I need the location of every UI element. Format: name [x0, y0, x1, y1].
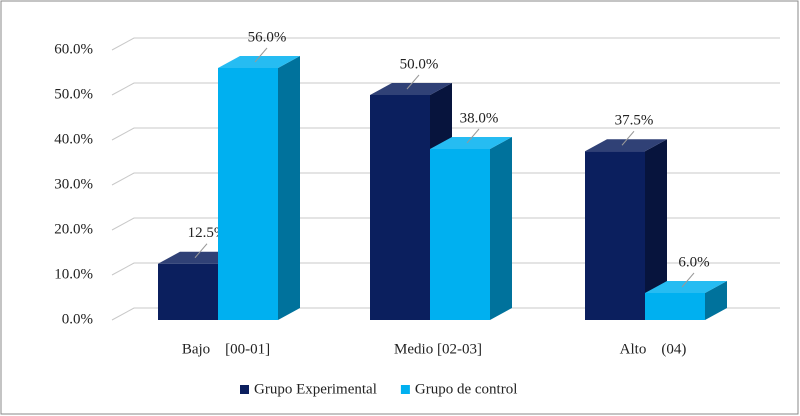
y-tick-label: 10.0% — [54, 266, 93, 282]
label-leader — [406, 74, 420, 90]
bar-front — [370, 95, 430, 320]
bar-top — [585, 139, 667, 152]
value-label: 6.0% — [678, 254, 709, 270]
x-tick-label: Medio [02-03] — [394, 341, 482, 357]
bar-front — [645, 293, 705, 320]
value-label: 37.5% — [615, 113, 654, 129]
label-leader — [621, 130, 635, 146]
value-label: 12.5% — [188, 225, 227, 241]
grid-line — [111, 127, 780, 141]
bar-side — [490, 137, 512, 320]
grid-line — [111, 172, 780, 186]
y-tick-label: 50.0% — [54, 86, 93, 102]
grid-line — [111, 37, 780, 51]
value-label: 56.0% — [248, 29, 287, 45]
label-leader — [466, 128, 480, 144]
bar — [585, 139, 667, 320]
bar-front — [430, 149, 490, 320]
bar — [218, 56, 300, 320]
bar-side — [705, 281, 727, 320]
label-leader — [254, 47, 268, 63]
bar — [430, 137, 512, 320]
grid-line — [111, 307, 780, 321]
y-tick-label: 0.0% — [62, 311, 93, 327]
y-tick-label: 30.0% — [54, 176, 93, 192]
bar-top — [645, 281, 727, 293]
grid-line — [111, 262, 780, 276]
bar-top — [218, 56, 300, 68]
legend-label: Grupo Experimental — [254, 381, 377, 397]
value-label: 50.0% — [400, 56, 439, 72]
x-tick-label: Bajo [00-01] — [182, 341, 270, 357]
grid-line — [111, 82, 780, 96]
bar — [645, 281, 727, 320]
legend-swatch — [400, 385, 410, 394]
y-tick-label: 40.0% — [54, 131, 93, 147]
bar-top — [370, 83, 452, 95]
y-tick-label: 20.0% — [54, 221, 93, 237]
value-label: 38.0% — [460, 110, 499, 126]
y-tick-label: 60.0% — [54, 41, 93, 57]
bar-front — [585, 151, 645, 320]
bar-top — [430, 137, 512, 149]
bar-front — [218, 68, 278, 320]
bar-front — [158, 263, 218, 320]
label-leader — [681, 272, 695, 288]
bar-side — [278, 56, 300, 320]
grid-line — [111, 217, 780, 231]
bar-side — [645, 139, 667, 320]
x-tick-label: Alto (04) — [620, 341, 687, 357]
legend-label: Grupo de control — [415, 381, 517, 397]
label-leader — [194, 243, 208, 259]
legend-swatch — [240, 385, 249, 394]
